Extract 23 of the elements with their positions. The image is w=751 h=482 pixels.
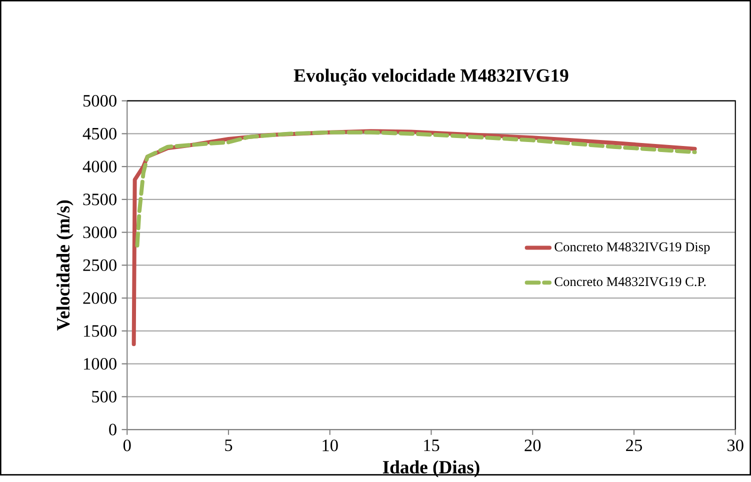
y-tick-label: 2500 [83, 259, 116, 272]
x-axis-title: Idade (Dias) [382, 460, 480, 478]
y-tick-label: 4500 [82, 128, 116, 140]
y-axis-title: Velocidade (m/s) [56, 200, 74, 331]
y-tick-label: 5000 [83, 95, 116, 107]
y-tick-label: 1500 [84, 325, 116, 337]
legend-label: Concreto M4832IVG19 Disp [554, 242, 710, 254]
x-tick-label: 5 [225, 440, 232, 452]
y-tick-label: 3000 [83, 226, 116, 238]
y-tick-label: 0 [109, 424, 116, 436]
x-tick-label: 0 [123, 440, 131, 452]
x-tick-label: 25 [626, 440, 642, 452]
y-tick-label: 1000 [84, 358, 116, 370]
x-tick-label: 20 [524, 440, 541, 452]
legend-label: Concreto M4832IVG19 C.P. [554, 277, 706, 286]
y-tick-label: 500 [92, 390, 116, 403]
y-tick-label: 2000 [83, 292, 116, 304]
x-tick-label: 30 [728, 440, 744, 452]
x-tick-label: 15 [424, 440, 440, 452]
x-tick-label: 10 [322, 440, 338, 452]
y-tick-label: 3500 [83, 194, 116, 206]
chart-title: Evolução velocidade M4832IVG19 [294, 68, 568, 86]
y-tick-label: 4000 [82, 160, 116, 173]
